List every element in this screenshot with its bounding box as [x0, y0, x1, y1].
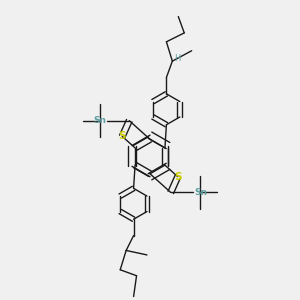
Text: Sn: Sn: [194, 188, 207, 197]
Text: Sn: Sn: [93, 116, 106, 125]
Text: H: H: [175, 54, 181, 63]
Text: S: S: [174, 172, 182, 182]
Text: S: S: [118, 131, 126, 141]
